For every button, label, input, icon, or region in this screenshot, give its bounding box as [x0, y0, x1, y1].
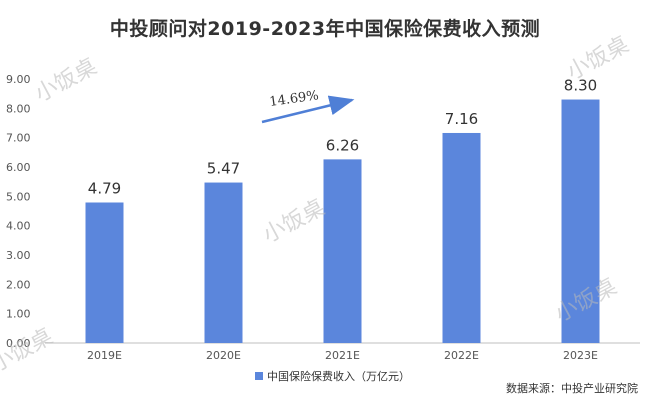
growth-annotation: 14.69%: [261, 88, 355, 124]
y-tick-label: 7.00: [6, 132, 31, 145]
bar-value-label: 5.47: [207, 160, 240, 178]
data-labels: 4.79 5.47 6.26 7.16 8.30: [88, 77, 597, 198]
bar-value-label: 4.79: [88, 179, 121, 197]
bar-value-label: 8.30: [564, 77, 597, 95]
bar-value-label: 6.26: [326, 136, 359, 154]
bar: [561, 99, 600, 344]
watermark-text: 小饭桌: [259, 195, 329, 248]
legend-swatch: [255, 372, 263, 380]
growth-rate-label: 14.69%: [268, 88, 319, 110]
watermark-text: 小饭桌: [31, 54, 101, 107]
watermark-text: 小饭桌: [563, 32, 633, 85]
x-tick-label: 2019E: [87, 349, 122, 362]
y-tick-label: 0.00: [6, 337, 31, 350]
x-tick-label: 2022E: [444, 349, 479, 362]
y-tick-label: 6.00: [6, 161, 31, 174]
y-tick-label: 9.00: [6, 73, 31, 86]
chart-title: 中投顾问对2019-2023年中国保险保费收入预测: [109, 18, 541, 40]
growth-arrow: [261, 95, 355, 124]
source-note: 数据来源：中投产业研究院: [506, 381, 638, 395]
bar: [204, 182, 243, 343]
x-tick-label: 2023E: [563, 349, 598, 362]
bar: [85, 202, 124, 343]
x-tick-label: 2020E: [206, 349, 241, 362]
bar-series: [85, 99, 600, 344]
y-axis-ticks: 0.00 1.00 2.00 3.00 4.00 5.00 6.00 7.00 8.00 9.00: [6, 73, 31, 350]
x-axis-tick-labels: 2019E 2020E 2021E 2022E 2023E: [87, 349, 598, 362]
watermark-text: 小饭桌: [0, 324, 57, 377]
x-tick-label: 2021E: [325, 349, 360, 362]
bar-value-label: 7.16: [445, 110, 478, 128]
bar: [442, 132, 481, 343]
y-tick-label: 2.00: [6, 278, 31, 291]
y-tick-label: 1.00: [6, 308, 31, 321]
y-tick-label: 5.00: [6, 190, 31, 203]
y-tick-label: 3.00: [6, 249, 31, 262]
bar: [323, 159, 362, 343]
y-tick-label: 4.00: [6, 220, 31, 233]
legend: 中国保险保费收入（万亿元）: [255, 369, 410, 383]
legend-label: 中国保险保费收入（万亿元）: [267, 369, 410, 383]
y-tick-label: 8.00: [6, 102, 31, 115]
